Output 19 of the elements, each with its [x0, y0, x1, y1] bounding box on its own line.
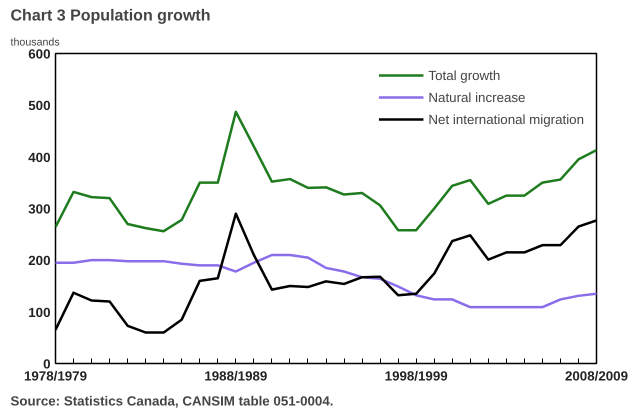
y-tick-label: 200 — [28, 253, 51, 268]
x-tick-label: 1988/1989 — [204, 368, 268, 384]
y-tick-label: 400 — [28, 150, 51, 165]
chart-title: Chart 3 Population growth — [10, 8, 210, 24]
y-tick-label: 600 — [28, 46, 51, 62]
y-tick-label: 300 — [28, 202, 51, 216]
y-tick-label: 500 — [28, 98, 51, 114]
line-series — [56, 254, 596, 308]
x-tick-label: 2008/2009 — [565, 368, 628, 384]
legend-label: Total growth — [428, 68, 500, 82]
y-axis-title: thousands — [10, 36, 60, 48]
line-series — [56, 110, 596, 232]
legend-label: Natural increase — [428, 90, 526, 104]
x-tick-label: 1998/1999 — [384, 368, 448, 384]
y-tick-label: 100 — [28, 304, 51, 320]
y-tick-label: 0 — [43, 356, 51, 372]
source-note: Source: Statistics Canada, CANSIM table 051-0004. — [10, 394, 334, 408]
x-tick-label: 1978/1979 — [24, 368, 88, 384]
legend-label: Net international migration — [428, 112, 584, 126]
